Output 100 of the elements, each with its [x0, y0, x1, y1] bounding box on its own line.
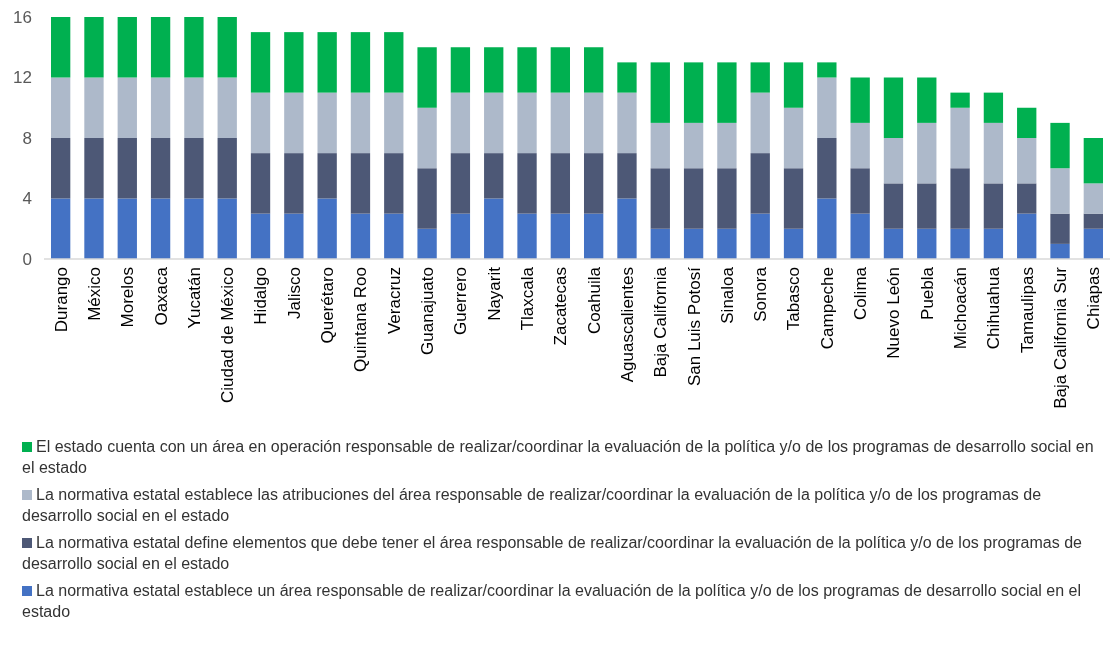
bar: [150, 198, 171, 259]
bar: [117, 198, 137, 259]
bar: [250, 32, 271, 93]
bar: [384, 213, 404, 259]
bar: [883, 183, 904, 229]
bar: [217, 17, 237, 78]
bar: [417, 228, 437, 259]
x-tick-label: Nayarit: [484, 266, 504, 321]
x-tick-label: Oaxaca: [151, 266, 171, 326]
bar: [750, 153, 770, 214]
bar: [817, 198, 837, 259]
bar: [783, 62, 804, 108]
bar: [917, 122, 937, 184]
bar: [184, 198, 204, 259]
bar: [150, 17, 171, 78]
bar: [350, 213, 371, 259]
y-tick-label: 16: [13, 7, 32, 27]
bar: [384, 92, 404, 154]
bar: [284, 92, 304, 154]
x-tick-label: Morelos: [118, 267, 138, 328]
x-tick-label: Tamaulipas: [1017, 267, 1037, 353]
bar: [783, 168, 804, 229]
bar: [950, 228, 970, 259]
bar: [117, 138, 137, 199]
bar: [917, 183, 937, 229]
bar: [584, 213, 604, 259]
y-tick-label: 4: [22, 189, 32, 209]
bar: [250, 213, 271, 259]
bar: [584, 92, 604, 154]
legend-label: La normativa estatal establece un área responsable de realizar/coordinar la evaluación de la política y/o de los programas de desarrollo social en el estado: [22, 582, 1082, 620]
bar: [683, 62, 704, 123]
bar: [917, 77, 937, 123]
bar: [450, 47, 471, 93]
x-tick-label: Sonora: [751, 266, 771, 322]
x-tick-label: Chiapas: [1084, 267, 1104, 330]
x-tick-label: Aguascalientes: [617, 267, 637, 383]
x-tick-label: Puebla: [917, 266, 937, 320]
bar: [650, 62, 670, 123]
x-tick-label: Nuevo León: [884, 267, 904, 359]
bar: [783, 228, 804, 259]
bar: [983, 122, 1004, 184]
bar: [750, 62, 770, 93]
bar: [150, 77, 171, 138]
x-tick-label: Guerrero: [451, 267, 471, 336]
bar: [517, 47, 537, 93]
bar: [84, 198, 104, 259]
bar: [950, 92, 970, 108]
x-tick-label: Quintana Roo: [351, 267, 371, 372]
bar: [284, 213, 304, 259]
bar: [1017, 183, 1037, 214]
bar: [550, 47, 570, 93]
bar: [617, 62, 637, 93]
bar: [850, 77, 870, 123]
bar: [750, 213, 770, 259]
bar: [484, 92, 504, 154]
bar: [484, 198, 504, 259]
x-tick-label: Campeche: [817, 267, 837, 350]
legend-label: El estado cuenta con un área en operación responsable de realizar/coordinar la evaluación de la política y/o de los programas de desarrollo social en el estado: [22, 438, 1094, 476]
x-tick-label: Tlaxcala: [517, 266, 537, 331]
bar: [983, 183, 1004, 229]
bar: [850, 122, 870, 169]
bar: [1017, 107, 1037, 138]
y-tick-label: 8: [22, 128, 32, 148]
bar: [117, 77, 137, 138]
bar: [717, 62, 737, 123]
x-tick-label: San Luis Potosí: [684, 266, 704, 387]
bar: [450, 153, 471, 214]
bar: [750, 92, 770, 154]
x-tick-label: Ciudad de México: [218, 267, 238, 404]
bar: [217, 138, 237, 199]
bar: [817, 62, 837, 78]
x-tick-label: Guanajuato: [418, 267, 438, 355]
bar: [51, 77, 71, 138]
bar: [883, 77, 904, 138]
bar: [217, 77, 237, 138]
bar: [1017, 138, 1037, 184]
bar: [917, 228, 937, 259]
x-tick-label: Veracruz: [384, 267, 404, 335]
bar: [584, 153, 604, 214]
bar: [417, 47, 437, 108]
bar: [450, 213, 471, 259]
x-tick-label: Tabasco: [784, 267, 804, 331]
bar: [317, 153, 337, 199]
y-tick-label: 12: [13, 68, 32, 88]
bar: [417, 107, 437, 169]
bar: [650, 228, 670, 259]
bar: [384, 153, 404, 214]
bar: [250, 92, 271, 154]
bar: [783, 107, 804, 169]
bar: [717, 228, 737, 259]
bar: [51, 138, 71, 199]
bar: [617, 153, 637, 199]
bar: [1017, 213, 1037, 259]
x-tick-label: Michoacán: [951, 267, 971, 350]
bar: [217, 198, 237, 259]
bar: [850, 168, 870, 214]
bar: [51, 17, 71, 78]
x-tick-label: Hidalgo: [251, 267, 271, 325]
x-tick-label: Baja California: [651, 266, 671, 378]
bar: [250, 153, 271, 214]
